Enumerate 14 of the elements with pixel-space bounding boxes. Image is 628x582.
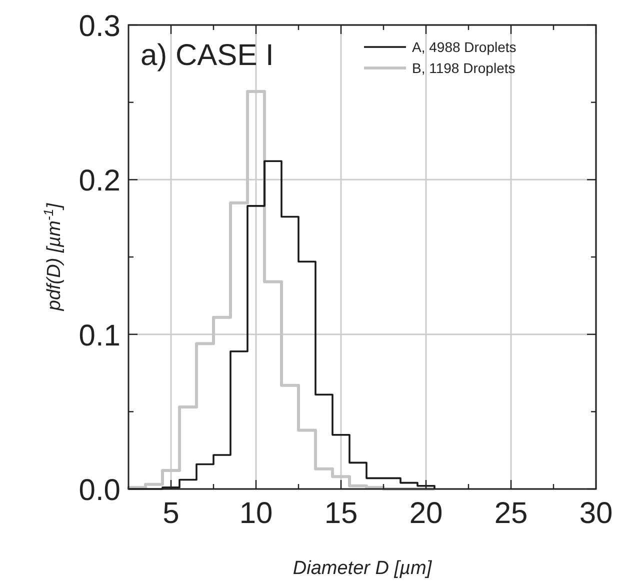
y-tick-label: 0.3 [78, 10, 120, 43]
legend-label: B, 1198 Droplets [412, 60, 516, 76]
x-tick-label: 10 [239, 497, 273, 530]
y-tick-label: 0.0 [78, 474, 120, 507]
x-tick-label: 20 [409, 497, 443, 530]
x-tick-label: 5 [162, 497, 180, 530]
x-tick-label: 30 [579, 497, 613, 530]
x-tick-label: 15 [324, 497, 358, 530]
text: a) CASE I [140, 39, 274, 72]
x-axis-title: Diameter D [µm] [292, 558, 432, 579]
legend-label: A, 4988 Droplets [412, 39, 516, 55]
y-tick-label: 0.2 [78, 164, 120, 198]
y-tick-label: 0.1 [78, 319, 120, 352]
x-tick-label: 25 [494, 497, 528, 530]
